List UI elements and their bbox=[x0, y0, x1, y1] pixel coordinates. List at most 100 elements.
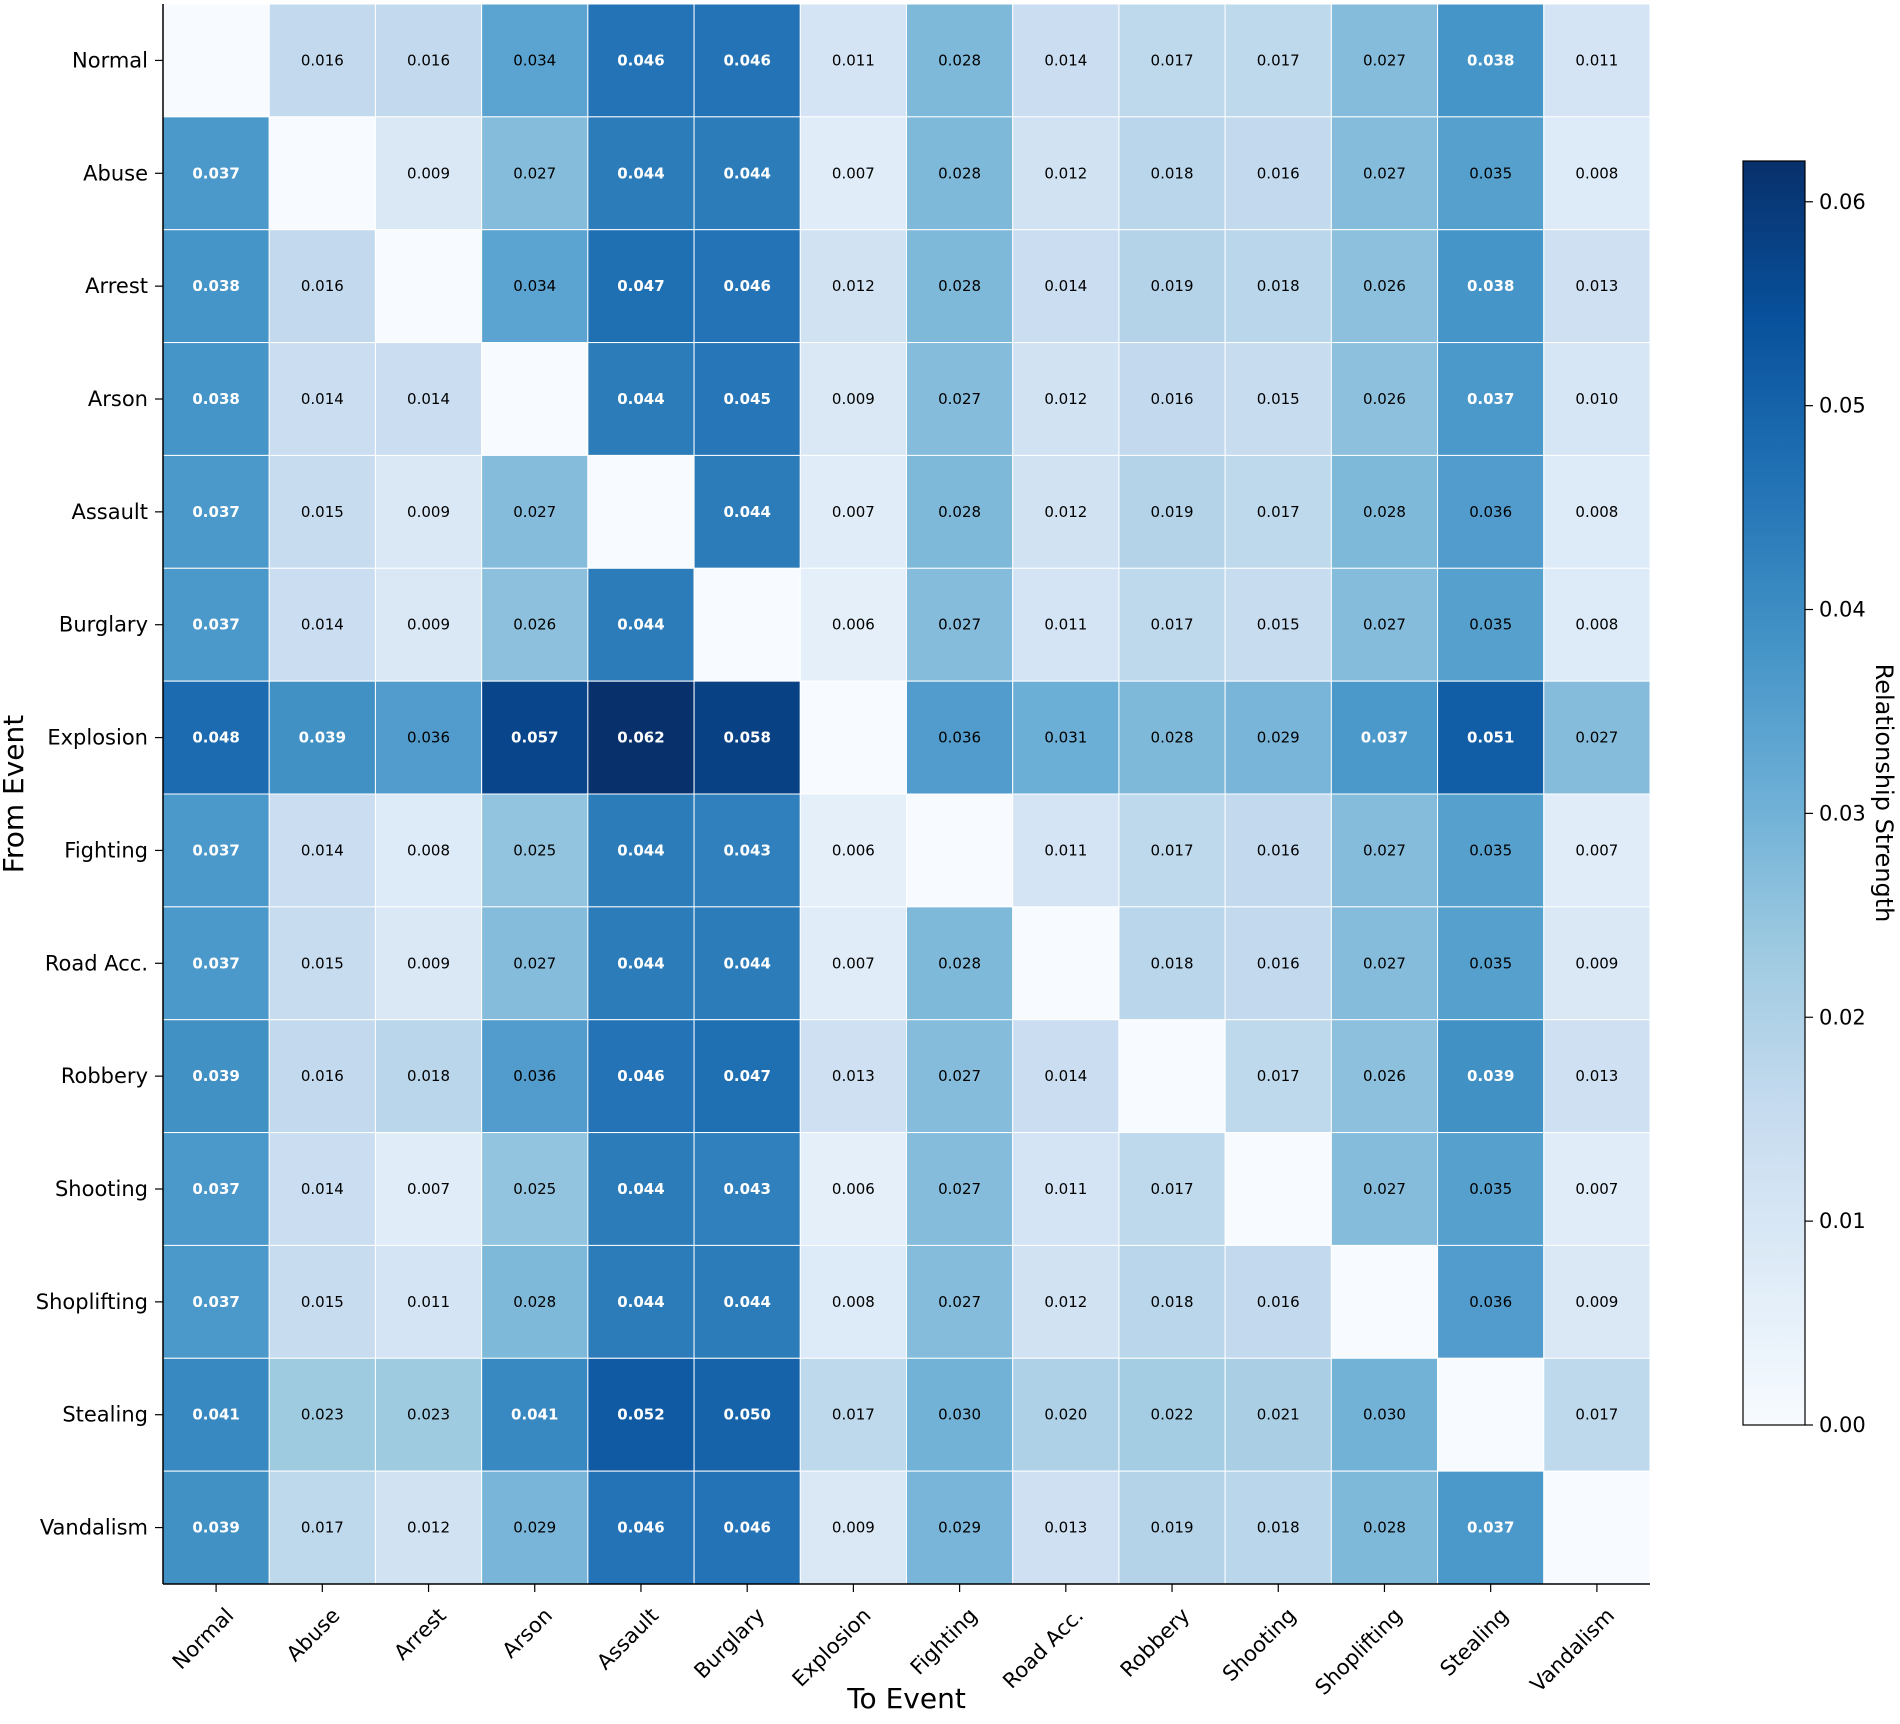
heatmap-cell bbox=[1330, 1470, 1439, 1585]
heatmap-cell bbox=[1543, 229, 1651, 344]
cell-value-label: 0.014 bbox=[1044, 277, 1087, 295]
cell-value-label: 0.006 bbox=[832, 1180, 875, 1198]
heatmap-cell bbox=[1118, 1019, 1226, 1134]
cell-annotations: 0.016 0.016 0.034 0.046 0.046 0.011 0.028 0.014… bbox=[192, 51, 1618, 1536]
cell-value-label: 0.017 bbox=[1257, 51, 1300, 69]
heatmap-cell bbox=[1012, 3, 1120, 118]
heatmap-cell bbox=[1224, 454, 1332, 569]
heatmap-cell bbox=[1437, 1470, 1545, 1585]
heatmap-cell bbox=[799, 3, 907, 118]
heatmap-cell bbox=[374, 793, 483, 908]
cell-value-label: 0.011 bbox=[832, 51, 875, 69]
heatmap-cell bbox=[1224, 116, 1332, 231]
cell-value-label: 0.038 bbox=[1467, 51, 1514, 69]
heatmap-cell bbox=[481, 680, 589, 795]
x-tick-label: Shooting bbox=[1218, 1603, 1301, 1686]
heatmap-cell bbox=[268, 1244, 376, 1359]
colorbar-tick-label: 0.01 bbox=[1819, 1209, 1866, 1233]
cell-value-label: 0.028 bbox=[938, 164, 981, 182]
heatmap-cell bbox=[481, 906, 589, 1021]
heatmap-cell bbox=[1437, 1132, 1545, 1246]
cell-value-label: 0.015 bbox=[1257, 616, 1300, 634]
heatmap-cell bbox=[1437, 454, 1545, 569]
heatmap-cell bbox=[1118, 680, 1226, 795]
cell-value-label: 0.028 bbox=[1151, 729, 1194, 747]
cell-value-label: 0.043 bbox=[723, 1180, 770, 1198]
heatmap-cell bbox=[1330, 1244, 1439, 1359]
cell-value-label: 0.010 bbox=[1575, 390, 1618, 408]
cell-value-label: 0.016 bbox=[301, 51, 344, 69]
heatmap-cell bbox=[268, 1019, 376, 1134]
heatmap-cell bbox=[374, 342, 483, 456]
cell-value-label: 0.008 bbox=[832, 1293, 875, 1311]
cell-value-label: 0.019 bbox=[1151, 277, 1194, 295]
heatmap-cell bbox=[1224, 906, 1332, 1021]
heatmap-cell bbox=[162, 1132, 270, 1246]
heatmap-cell bbox=[481, 1132, 589, 1246]
heatmap-cell bbox=[799, 906, 907, 1021]
cell-value-label: 0.027 bbox=[1363, 841, 1406, 859]
heatmap-cell bbox=[587, 342, 695, 456]
cell-value-label: 0.015 bbox=[301, 503, 344, 521]
y-tick-labels: Normal Abuse Arrest Arson Assault Burglary Exp… bbox=[36, 48, 148, 1539]
cell-value-label: 0.014 bbox=[301, 390, 344, 408]
heatmap-cell bbox=[693, 1357, 801, 1472]
cell-value-label: 0.044 bbox=[617, 616, 664, 634]
x-tick-label: Explosion bbox=[788, 1603, 876, 1691]
cell-value-label: 0.016 bbox=[1257, 954, 1300, 972]
heatmap-cell bbox=[481, 1244, 589, 1359]
cell-value-label: 0.027 bbox=[938, 1293, 981, 1311]
cell-value-label: 0.017 bbox=[1151, 616, 1194, 634]
cell-value-label: 0.008 bbox=[407, 841, 450, 859]
cell-value-label: 0.030 bbox=[938, 1406, 981, 1424]
heatmap-cell bbox=[1118, 906, 1226, 1021]
heatmap-cell bbox=[1118, 229, 1226, 344]
cell-value-label: 0.045 bbox=[723, 390, 770, 408]
cell-value-label: 0.039 bbox=[192, 1519, 239, 1537]
heatmap-cell bbox=[906, 1470, 1014, 1585]
heatmap-cell bbox=[268, 1357, 376, 1472]
cell-value-label: 0.018 bbox=[407, 1067, 450, 1085]
heatmap-cell bbox=[1224, 1132, 1332, 1246]
heatmap-cell bbox=[268, 906, 376, 1021]
heatmap-cell bbox=[1118, 567, 1226, 682]
heatmap-cell bbox=[374, 567, 483, 682]
heatmap-cell bbox=[162, 567, 270, 682]
cell-value-label: 0.023 bbox=[407, 1406, 450, 1424]
cell-value-label: 0.038 bbox=[192, 277, 239, 295]
cell-value-label: 0.017 bbox=[1151, 1180, 1194, 1198]
heatmap-cell bbox=[1224, 567, 1332, 682]
cell-value-label: 0.018 bbox=[1151, 954, 1194, 972]
cell-value-label: 0.051 bbox=[1467, 729, 1514, 747]
cell-value-label: 0.017 bbox=[1151, 841, 1194, 859]
cell-value-label: 0.026 bbox=[1363, 1067, 1406, 1085]
cell-value-label: 0.014 bbox=[301, 1180, 344, 1198]
cell-value-label: 0.016 bbox=[301, 1067, 344, 1085]
y-tick-label: Abuse bbox=[83, 161, 148, 185]
cell-value-label: 0.027 bbox=[1363, 1180, 1406, 1198]
heatmap-cell bbox=[1330, 793, 1439, 908]
cell-value-label: 0.009 bbox=[407, 954, 450, 972]
heatmap-cell bbox=[587, 567, 695, 682]
heatmap-cell bbox=[1224, 1357, 1332, 1472]
heatmap-cell bbox=[1012, 680, 1120, 795]
cell-value-label: 0.058 bbox=[723, 729, 770, 747]
heatmap-cell bbox=[1012, 793, 1120, 908]
heatmap-cell bbox=[587, 454, 695, 569]
x-tick-label: Road Acc. bbox=[998, 1603, 1088, 1693]
cell-value-label: 0.050 bbox=[723, 1406, 770, 1424]
heatmap-cell bbox=[1224, 1019, 1332, 1134]
cell-value-label: 0.013 bbox=[1044, 1519, 1087, 1537]
cell-value-label: 0.027 bbox=[938, 390, 981, 408]
cell-value-label: 0.011 bbox=[407, 1293, 450, 1311]
cell-value-label: 0.037 bbox=[192, 1293, 239, 1311]
cell-value-label: 0.039 bbox=[299, 729, 346, 747]
cell-value-label: 0.015 bbox=[1257, 390, 1300, 408]
cell-value-label: 0.018 bbox=[1151, 1293, 1194, 1311]
heatmap-cell bbox=[906, 567, 1014, 682]
cell-value-label: 0.014 bbox=[1044, 1067, 1087, 1085]
cell-value-label: 0.011 bbox=[1575, 51, 1618, 69]
colorbar: 0.00 0.01 0.02 0.03 0.04 0.05 0.06 bbox=[1742, 160, 1866, 1437]
x-tick-label: Abuse bbox=[282, 1603, 345, 1666]
cell-value-label: 0.012 bbox=[1044, 390, 1087, 408]
